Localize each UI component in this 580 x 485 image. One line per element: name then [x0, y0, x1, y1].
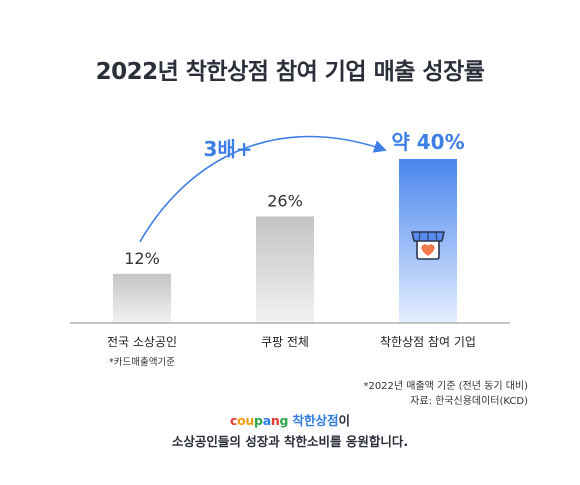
growth-annotation: 3배+	[203, 137, 252, 161]
bar-1	[113, 273, 171, 323]
value-label-1: 12%	[124, 249, 160, 268]
value-label-2: 26%	[267, 191, 303, 210]
brand-suffix: 이	[338, 413, 350, 428]
category-label-3: 착한상점 참여 기업	[380, 335, 476, 349]
brand-tag: 착한상점	[292, 413, 339, 428]
footnote-basis: *2022년 매출액 기준 (전년 동기 대비)	[363, 381, 528, 392]
category-label-2: 쿠팡 전체	[261, 335, 309, 349]
chart-title: 2022년 착한상점 참여 기업 매출 성장률	[95, 59, 485, 85]
footnote-source: 자료: 한국신용데이터(KCD)	[410, 396, 528, 407]
bar-2	[256, 216, 314, 323]
slogan: 소상공인들의 성장과 착한소비를 응원합니다.	[171, 434, 409, 449]
value-label-3: 약 40%	[391, 130, 464, 154]
brand-line: coupang 착한상점이	[0, 410, 580, 429]
storefront-heart-icon	[411, 231, 445, 260]
category-label-1: 전국 소상공인	[107, 335, 177, 349]
category-note-1: *카드매출액기준	[109, 356, 175, 368]
coupang-logo: coupang	[230, 413, 289, 428]
trend-arrow	[139, 135, 387, 243]
